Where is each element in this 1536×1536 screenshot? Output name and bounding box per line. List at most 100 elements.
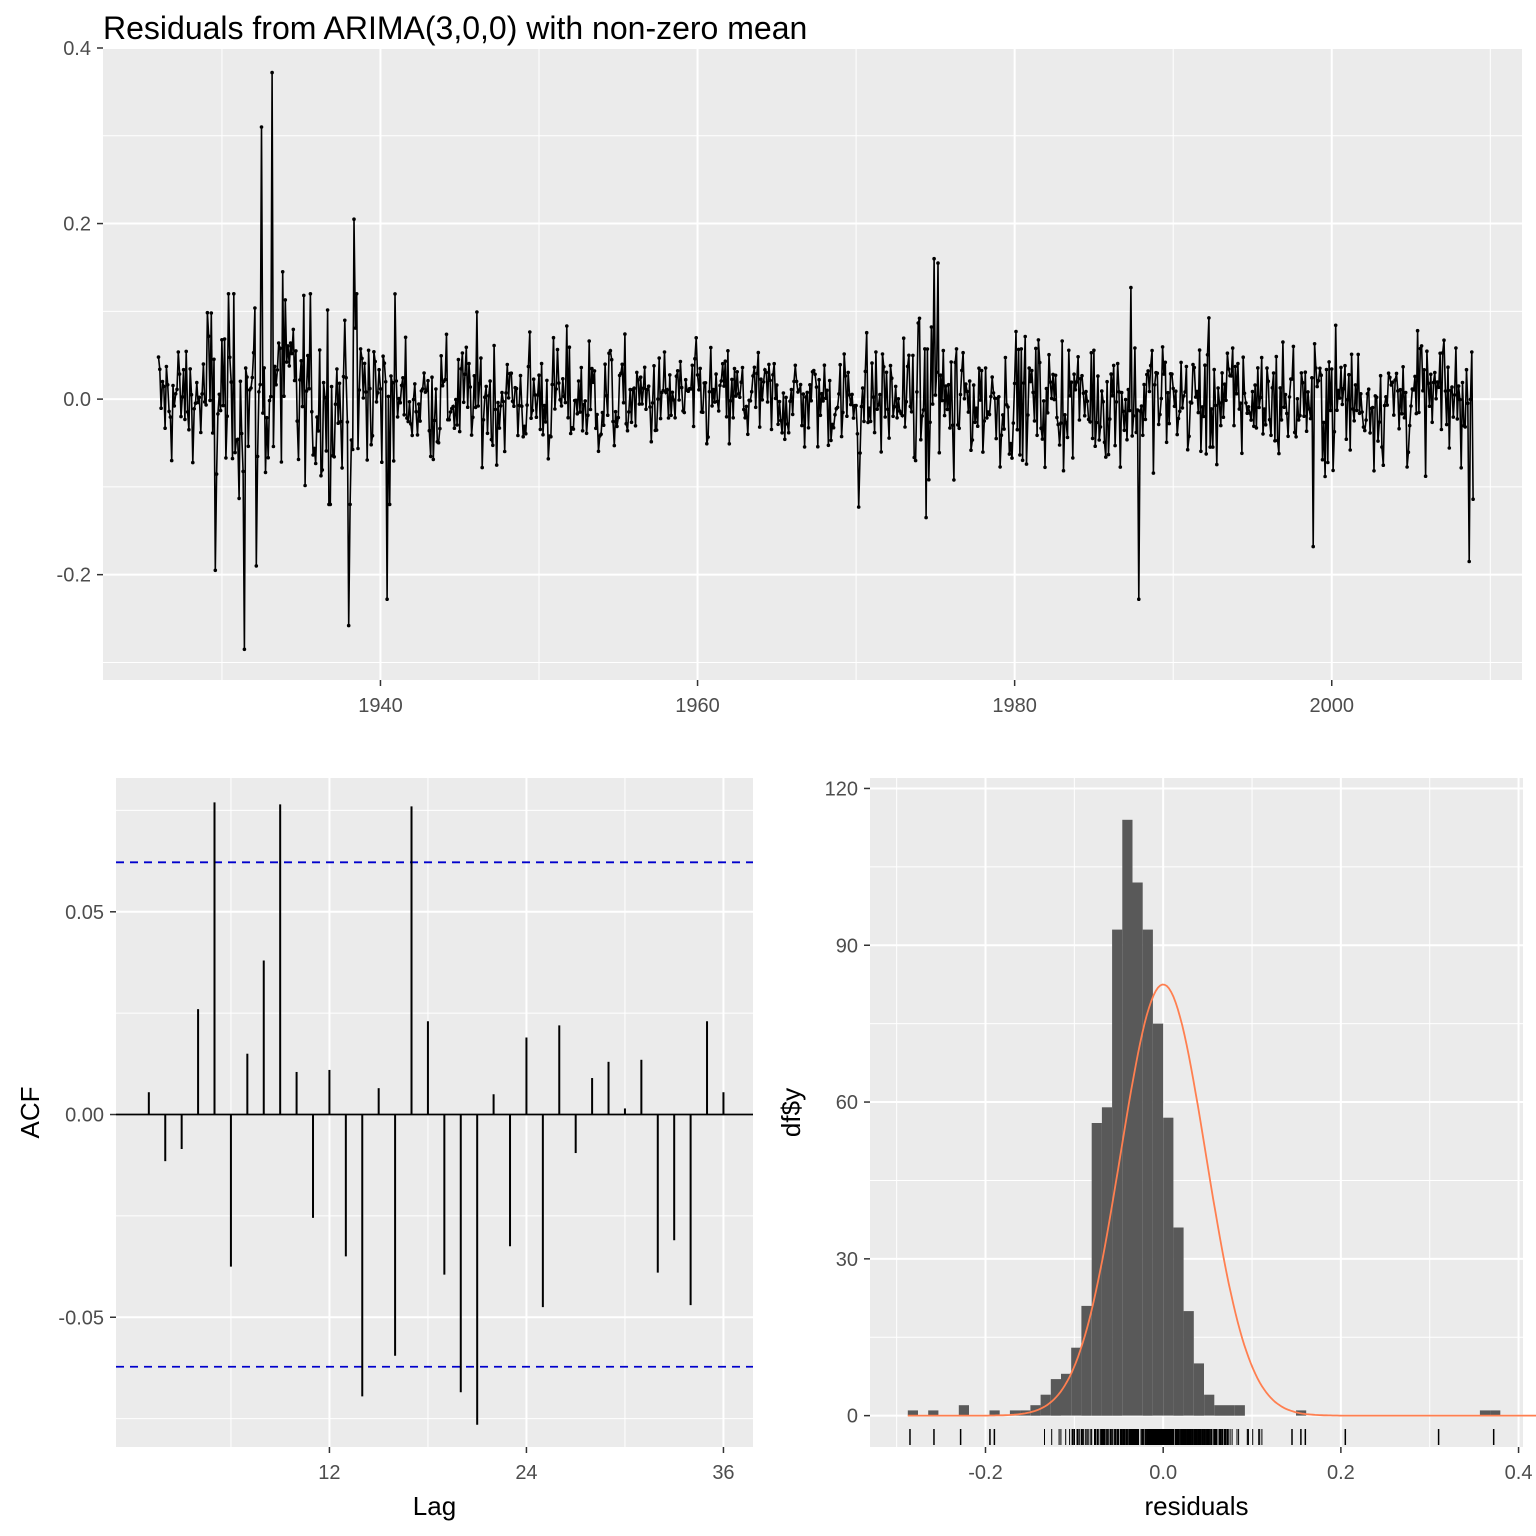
hist-background xyxy=(870,778,1523,1447)
residual-point xyxy=(923,347,927,351)
residual-point xyxy=(594,426,598,431)
residual-point xyxy=(304,389,309,393)
residual-point xyxy=(298,378,302,382)
residual-point xyxy=(254,564,259,568)
residual-point xyxy=(512,404,516,409)
histogram-bar xyxy=(1009,1410,1021,1416)
residual-point xyxy=(794,379,799,384)
residual-point xyxy=(1298,413,1302,418)
hist-y-tick-label: 0 xyxy=(847,1406,858,1428)
residual-point xyxy=(937,450,942,455)
residual-point xyxy=(1167,421,1171,426)
residual-point xyxy=(1100,389,1104,393)
residual-point xyxy=(529,416,533,421)
residual-point xyxy=(896,397,901,401)
residual-point xyxy=(241,469,245,474)
hist-y-tick-label: 90 xyxy=(836,935,858,957)
residual-point xyxy=(390,380,395,385)
residual-point xyxy=(615,424,619,429)
residual-point xyxy=(1282,405,1286,410)
residual-point xyxy=(414,409,418,414)
residual-point xyxy=(1398,387,1403,392)
residual-point xyxy=(267,398,272,403)
residual-point xyxy=(278,346,282,351)
residual-point xyxy=(422,371,426,375)
residual-point xyxy=(1055,415,1059,420)
residual-point xyxy=(418,419,422,423)
residual-point xyxy=(1360,410,1364,414)
residual-point xyxy=(893,384,898,389)
residual-point xyxy=(1093,444,1097,449)
residual-point xyxy=(1446,365,1450,370)
residual-point xyxy=(718,383,722,388)
residual-point xyxy=(876,402,881,407)
residual-point xyxy=(720,361,725,366)
residual-point xyxy=(1221,415,1226,420)
residual-point xyxy=(1123,397,1128,402)
residual-point xyxy=(1209,407,1214,411)
residual-point xyxy=(1365,392,1370,396)
residual-point xyxy=(1129,285,1133,290)
residual-point xyxy=(197,395,202,400)
residual-point xyxy=(321,380,326,385)
residual-point xyxy=(1359,392,1363,396)
residual-point xyxy=(295,419,300,423)
residual-point xyxy=(629,420,634,425)
residual-point xyxy=(991,391,996,395)
residual-point xyxy=(1035,433,1039,438)
residual-point xyxy=(1238,401,1243,406)
residual-point xyxy=(595,412,599,417)
residual-point xyxy=(933,393,938,397)
residual-point xyxy=(344,375,348,380)
residual-point xyxy=(694,336,698,340)
residual-point xyxy=(855,432,860,436)
residual-point xyxy=(813,372,817,377)
residual-point xyxy=(1158,412,1162,417)
residual-point xyxy=(1291,344,1296,349)
residual-point xyxy=(979,368,984,373)
residual-point xyxy=(310,409,314,414)
residual-point xyxy=(1138,409,1142,413)
residual-point xyxy=(405,416,409,420)
residual-point xyxy=(568,431,573,436)
residual-point xyxy=(1019,347,1024,351)
residual-point xyxy=(771,373,775,377)
residual-point xyxy=(238,379,243,384)
residual-point xyxy=(1048,380,1053,384)
residual-point xyxy=(1349,352,1354,357)
residual-point xyxy=(1139,404,1144,408)
residual-point xyxy=(858,451,862,455)
residual-point xyxy=(1212,367,1216,372)
residual-point xyxy=(345,420,350,424)
residual-point xyxy=(829,438,833,443)
residual-point xyxy=(658,416,663,421)
residual-point xyxy=(535,393,540,397)
residual-point xyxy=(440,383,445,388)
residual-point xyxy=(603,362,607,367)
residual-point xyxy=(652,364,656,368)
residual-point xyxy=(201,362,206,366)
residual-point xyxy=(1071,456,1075,460)
residual-point xyxy=(765,400,770,404)
residual-point xyxy=(566,415,570,420)
residual-point xyxy=(582,402,586,407)
residual-point xyxy=(553,407,557,411)
residual-point xyxy=(430,375,434,380)
residual-point xyxy=(1259,355,1264,360)
residual-point xyxy=(821,399,825,403)
residual-point xyxy=(661,388,665,393)
residual-point xyxy=(1299,371,1304,375)
residual-point xyxy=(640,402,644,406)
residual-point xyxy=(638,375,643,380)
residual-point xyxy=(1215,462,1219,467)
residual-point xyxy=(677,398,681,402)
residual-point xyxy=(306,353,310,358)
residual-point xyxy=(1052,397,1057,402)
residual-point xyxy=(410,433,415,438)
residual-point xyxy=(1152,383,1157,387)
residual-point xyxy=(471,415,475,420)
residual-point xyxy=(1134,430,1138,435)
residual-point xyxy=(657,356,661,360)
residual-point xyxy=(942,413,947,418)
residual-point xyxy=(1150,348,1154,353)
